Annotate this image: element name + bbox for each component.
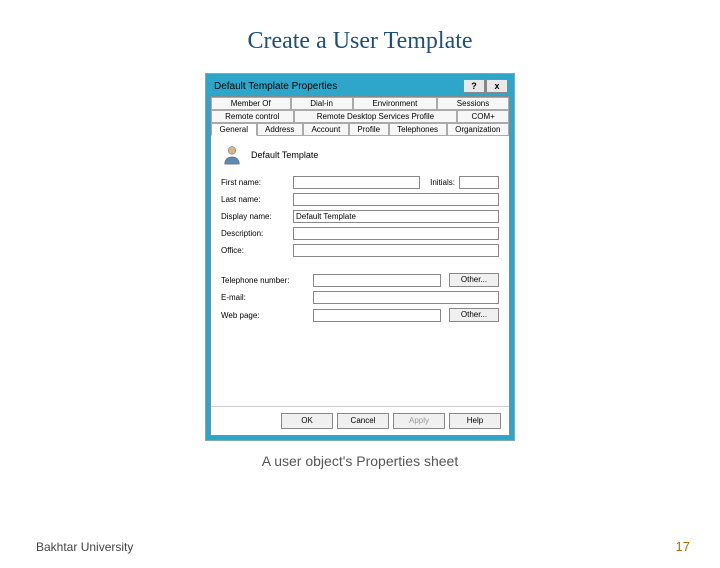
tab-telephones[interactable]: Telephones [389,123,447,136]
tab-dial-in[interactable]: Dial-in [291,97,353,110]
first-name-label: First name: [221,178,289,187]
tab-environment[interactable]: Environment [353,97,437,110]
tab-remote-control[interactable]: Remote control [211,110,294,123]
help-dialog-button[interactable]: Help [449,413,501,429]
user-icon [221,144,243,166]
window-controls: ? x [462,79,508,93]
row-webpage: Web page: Other... [221,308,499,322]
page-number: 17 [676,539,690,554]
webpage-label: Web page: [221,311,309,320]
webpage-other-button[interactable]: Other... [449,308,499,322]
tab-sessions[interactable]: Sessions [437,97,509,110]
row-display-name: Display name: [221,210,499,223]
tab-organization[interactable]: Organization [447,123,509,136]
telephone-input[interactable] [313,274,441,287]
tab-row: Member OfDial-inEnvironmentSessions [211,97,509,110]
tab-profile[interactable]: Profile [349,123,389,136]
row-telephone: Telephone number: Other... [221,273,499,287]
email-input[interactable] [313,291,499,304]
titlebar: Default Template Properties ? x [210,78,510,96]
telephone-label: Telephone number: [221,276,309,285]
row-email: E-mail: [221,291,499,304]
tab-member-of[interactable]: Member Of [211,97,291,110]
tab-general[interactable]: General [211,123,257,136]
help-button[interactable]: ? [463,79,485,93]
row-first-name: First name: Initials: [221,176,499,189]
email-label: E-mail: [221,293,309,302]
description-input[interactable] [293,227,499,240]
tab-address[interactable]: Address [257,123,303,136]
initials-label: Initials: [430,178,455,187]
tab-com-[interactable]: COM+ [457,110,509,123]
row-office: Office: [221,244,499,257]
apply-button[interactable]: Apply [393,413,445,429]
general-tab-content: Default Template First name: Initials: L… [211,136,509,406]
ok-button[interactable]: OK [281,413,333,429]
dialog-title: Default Template Properties [214,81,337,92]
dialog-body: Member OfDial-inEnvironmentSessionsRemot… [210,96,510,436]
office-label: Office: [221,246,289,255]
telephone-other-button[interactable]: Other... [449,273,499,287]
first-name-input[interactable] [293,176,420,189]
user-display-name: Default Template [251,150,318,160]
display-name-label: Display name: [221,212,289,221]
office-input[interactable] [293,244,499,257]
description-label: Description: [221,229,289,238]
dialog-button-row: OK Cancel Apply Help [211,406,509,435]
user-header: Default Template [221,144,499,166]
tab-strip: Member OfDial-inEnvironmentSessionsRemot… [211,97,509,136]
slide-title: Create a User Template [0,28,720,55]
last-name-input[interactable] [293,193,499,206]
row-description: Description: [221,227,499,240]
webpage-input[interactable] [313,309,441,322]
tab-account[interactable]: Account [303,123,349,136]
properties-dialog: Default Template Properties ? x Member O… [205,73,515,441]
row-last-name: Last name: [221,193,499,206]
last-name-label: Last name: [221,195,289,204]
cancel-button[interactable]: Cancel [337,413,389,429]
tab-row: Remote controlRemote Desktop Services Pr… [211,110,509,123]
tab-row: GeneralAddressAccountProfileTelephonesOr… [211,123,509,136]
close-button[interactable]: x [486,79,508,93]
initials-input[interactable] [459,176,499,189]
display-name-input[interactable] [293,210,499,223]
footer-university: Bakhtar University [36,540,133,554]
tab-remote-desktop-services-profile[interactable]: Remote Desktop Services Profile [294,110,458,123]
slide-caption: A user object's Properties sheet [0,453,720,469]
